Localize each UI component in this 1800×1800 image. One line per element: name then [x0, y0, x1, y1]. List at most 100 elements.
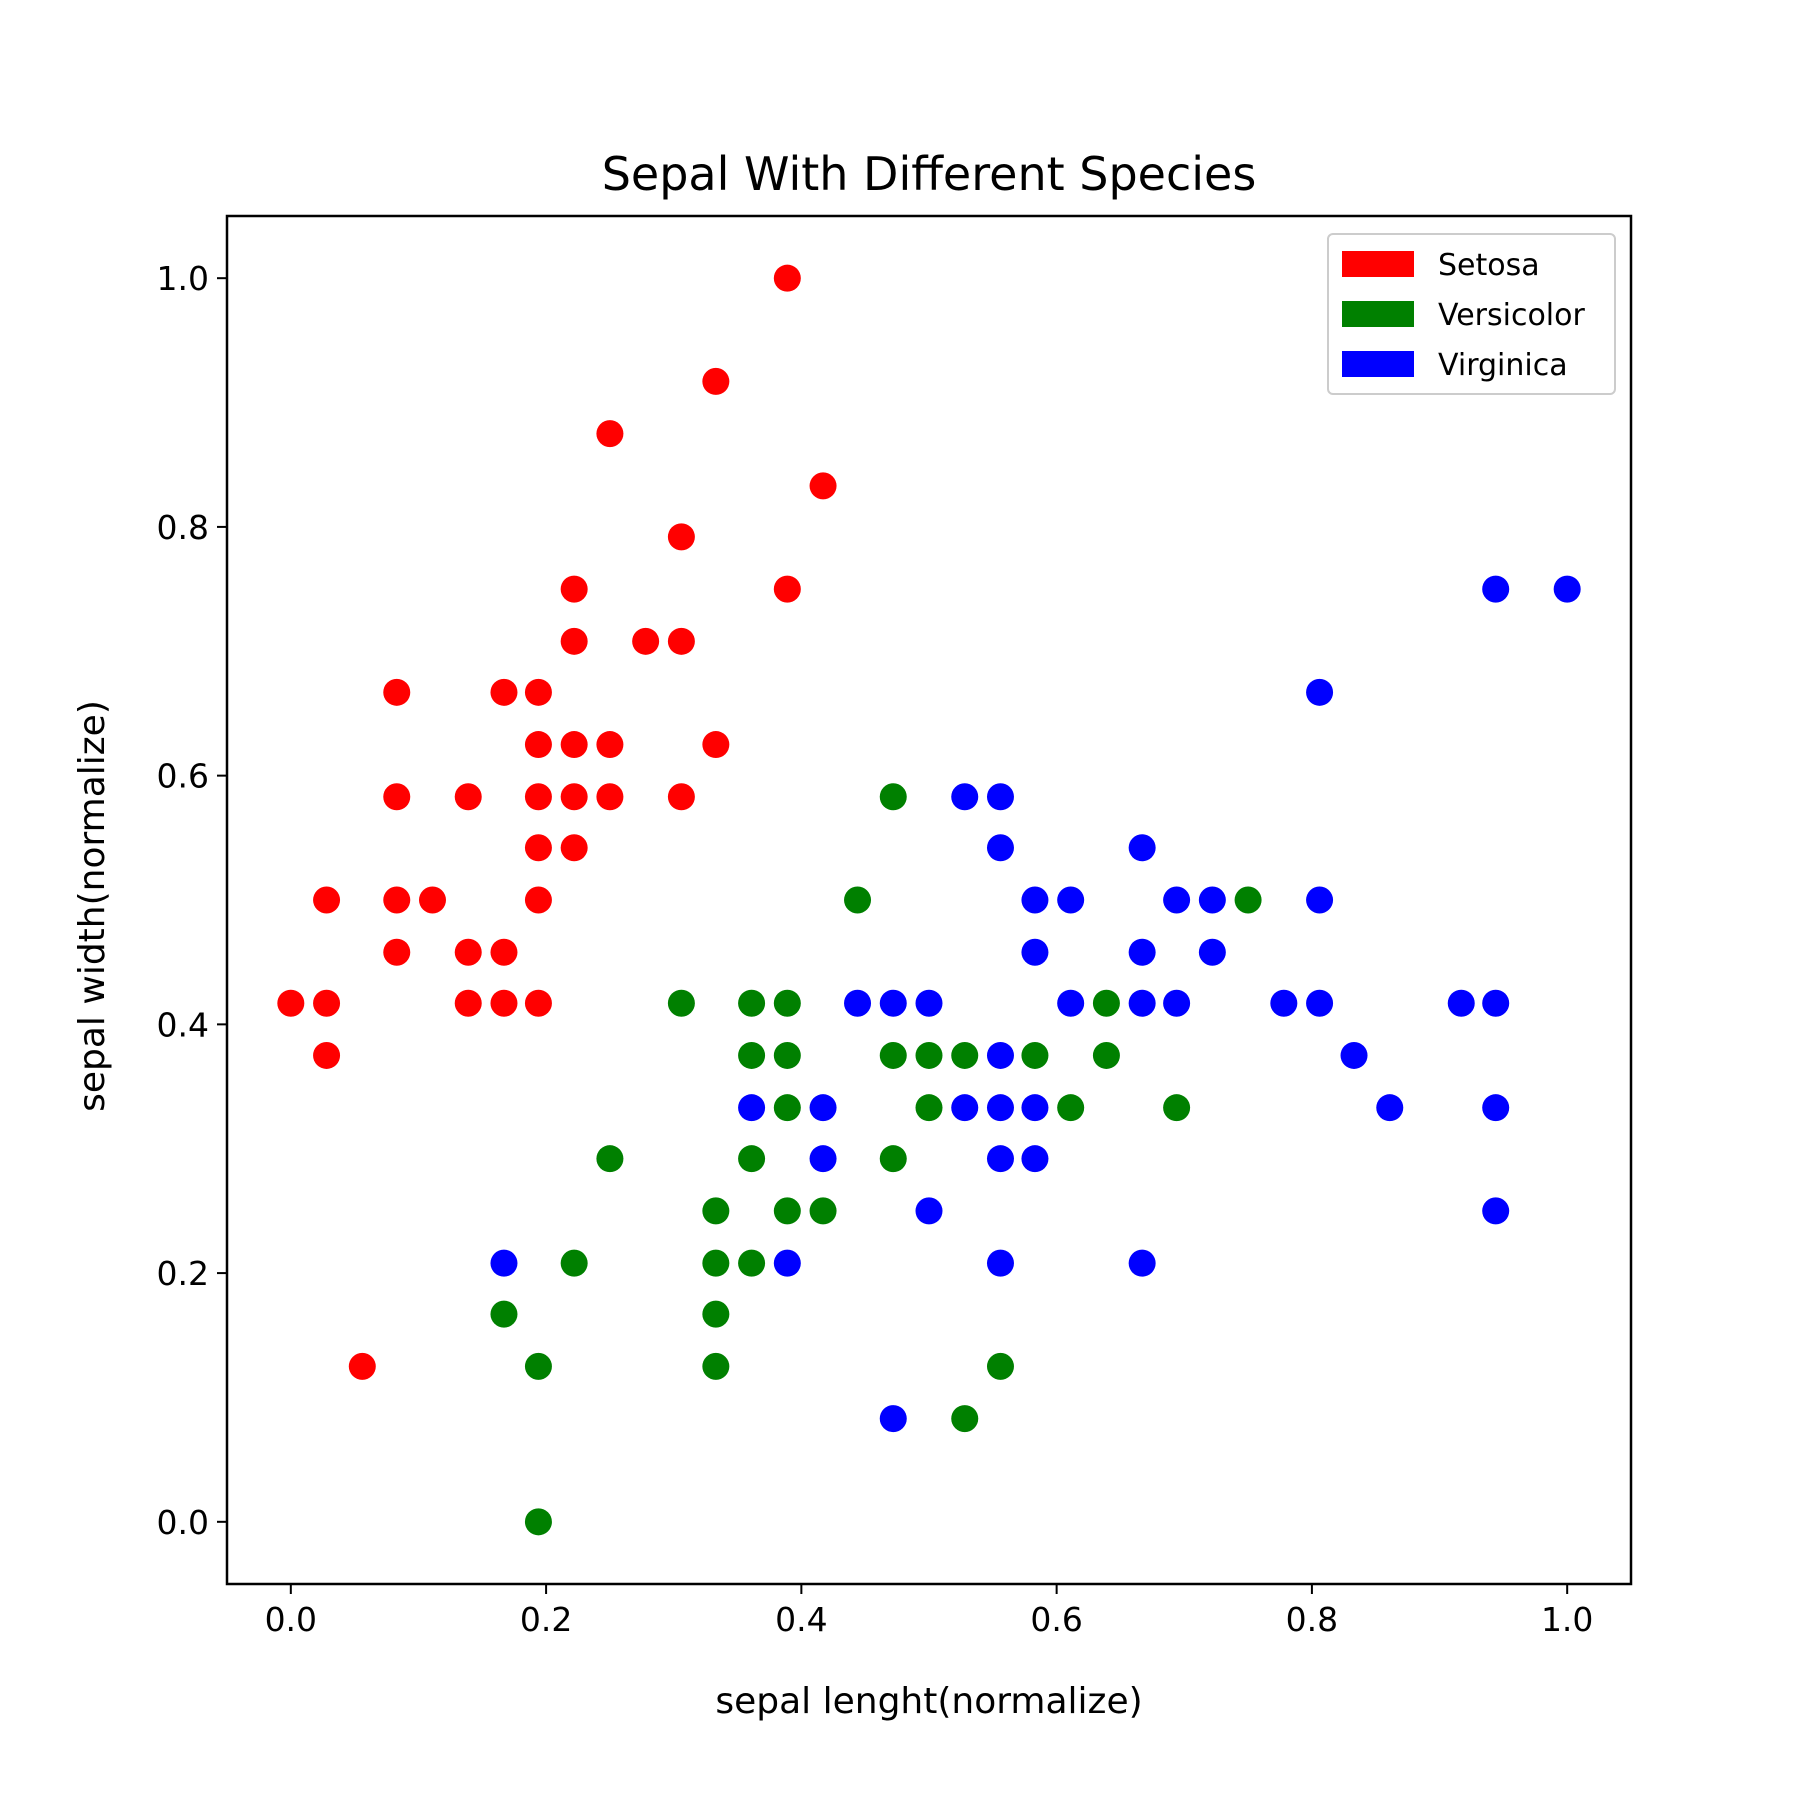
data-point [560, 783, 588, 811]
x-tick-label: 0.6 [1030, 1600, 1082, 1639]
data-point [702, 1352, 730, 1380]
data-point [809, 1094, 837, 1122]
data-point [986, 1145, 1014, 1173]
data-point [313, 886, 341, 914]
x-tick-label: 0.2 [520, 1600, 572, 1639]
data-point [524, 989, 552, 1017]
data-point [1447, 989, 1475, 1017]
data-point [1092, 1041, 1120, 1069]
series-versicolor [490, 783, 1262, 1536]
data-point [879, 1405, 907, 1433]
data-point [490, 678, 518, 706]
plot-frame [225, 214, 1633, 1586]
data-point [596, 731, 624, 759]
data-point [313, 989, 341, 1017]
data-point [1306, 678, 1334, 706]
data-point [490, 1249, 518, 1277]
data-point [1482, 575, 1510, 603]
data-point [560, 731, 588, 759]
data-point [524, 886, 552, 914]
data-point [986, 1094, 1014, 1122]
data-point [418, 886, 446, 914]
data-point [1057, 1094, 1085, 1122]
data-point [1057, 989, 1085, 1017]
data-point [667, 627, 695, 655]
legend-label-virginica: Virginica [1438, 348, 1568, 383]
legend-swatch-versicolor [1342, 301, 1414, 327]
y-axis-label: sepal width(normalize) [72, 700, 113, 1112]
legend-swatch-virginica [1342, 351, 1414, 377]
data-point [667, 989, 695, 1017]
data-point [560, 1249, 588, 1277]
data-point [596, 420, 624, 448]
data-point [951, 1041, 979, 1069]
legend-label-setosa: Setosa [1438, 248, 1540, 283]
data-point [986, 1352, 1014, 1380]
data-point [879, 1041, 907, 1069]
y-tick-label: 0.8 [157, 508, 209, 547]
data-point [915, 1041, 943, 1069]
x-tick-label: 0.8 [1286, 1600, 1338, 1639]
data-point [773, 1197, 801, 1225]
data-point [738, 989, 766, 1017]
data-point [986, 1249, 1014, 1277]
data-point [1128, 1249, 1156, 1277]
data-point [809, 1197, 837, 1225]
series-virginica [490, 575, 1581, 1433]
data-point [1021, 1094, 1049, 1122]
data-point [809, 1145, 837, 1173]
data-point [738, 1145, 766, 1173]
data-point [524, 678, 552, 706]
data-point [524, 834, 552, 862]
data-point [986, 1041, 1014, 1069]
data-point [383, 783, 411, 811]
data-point [986, 783, 1014, 811]
data-point [1092, 989, 1120, 1017]
data-point [1553, 575, 1581, 603]
data-point [879, 1145, 907, 1173]
data-point [915, 989, 943, 1017]
data-point [773, 264, 801, 292]
data-point [773, 1249, 801, 1277]
data-point [1306, 989, 1334, 1017]
data-point [702, 1249, 730, 1277]
x-tick-label: 1.0 [1541, 1600, 1593, 1639]
data-point [1482, 1094, 1510, 1122]
data-point [1021, 886, 1049, 914]
data-point [1482, 1197, 1510, 1225]
data-point [738, 1094, 766, 1122]
data-point [951, 1094, 979, 1122]
data-point [560, 627, 588, 655]
data-point [454, 989, 482, 1017]
data-point [1234, 886, 1262, 914]
data-point [383, 886, 411, 914]
data-point [1128, 989, 1156, 1017]
data-point [1270, 989, 1298, 1017]
data-point [313, 1041, 341, 1069]
x-tick-label: 0.0 [265, 1600, 317, 1639]
data-point [879, 783, 907, 811]
data-point [844, 886, 872, 914]
data-point [1198, 886, 1226, 914]
data-point [490, 938, 518, 966]
data-point [702, 731, 730, 759]
data-point [560, 834, 588, 862]
data-point [560, 575, 588, 603]
data-point [1057, 886, 1085, 914]
legend-label-versicolor: Versicolor [1438, 298, 1585, 333]
data-point [1021, 1041, 1049, 1069]
data-point [844, 989, 872, 1017]
x-axis-label: sepal lenght(normalize) [715, 1681, 1142, 1722]
data-point [277, 989, 305, 1017]
data-point [738, 1249, 766, 1277]
data-point [702, 1300, 730, 1328]
data-point [915, 1197, 943, 1225]
data-point [596, 1145, 624, 1173]
data-point [738, 1041, 766, 1069]
data-point [1198, 938, 1226, 966]
data-point [1340, 1041, 1368, 1069]
data-point [348, 1352, 376, 1380]
data-point [524, 731, 552, 759]
data-point [951, 1405, 979, 1433]
y-tick-label: 0.6 [157, 757, 209, 796]
